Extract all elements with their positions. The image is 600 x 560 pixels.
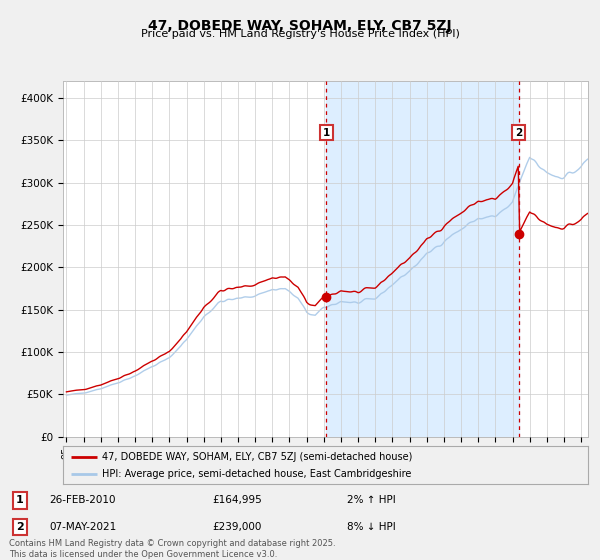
Bar [326,81,518,437]
Text: Price paid vs. HM Land Registry's House Price Index (HPI): Price paid vs. HM Land Registry's House … [140,29,460,39]
Text: HPI: Average price, semi-detached house, East Cambridgeshire: HPI: Average price, semi-detached house,… [103,469,412,479]
Text: 2: 2 [16,521,24,531]
Text: £239,000: £239,000 [212,521,262,531]
Text: 1: 1 [16,496,24,506]
Text: Contains HM Land Registry data © Crown copyright and database right 2025.
This d: Contains HM Land Registry data © Crown c… [9,539,335,559]
Text: 47, DOBEDE WAY, SOHAM, ELY, CB7 5ZJ (semi-detached house): 47, DOBEDE WAY, SOHAM, ELY, CB7 5ZJ (sem… [103,451,413,461]
Text: £164,995: £164,995 [212,496,262,506]
Text: 26-FEB-2010: 26-FEB-2010 [50,496,116,506]
Text: 1: 1 [323,128,330,138]
Text: 07-MAY-2021: 07-MAY-2021 [50,521,117,531]
Text: 2% ↑ HPI: 2% ↑ HPI [347,496,395,506]
Text: 47, DOBEDE WAY, SOHAM, ELY, CB7 5ZJ: 47, DOBEDE WAY, SOHAM, ELY, CB7 5ZJ [148,19,452,33]
Text: 8% ↓ HPI: 8% ↓ HPI [347,521,395,531]
Text: 2: 2 [515,128,522,138]
